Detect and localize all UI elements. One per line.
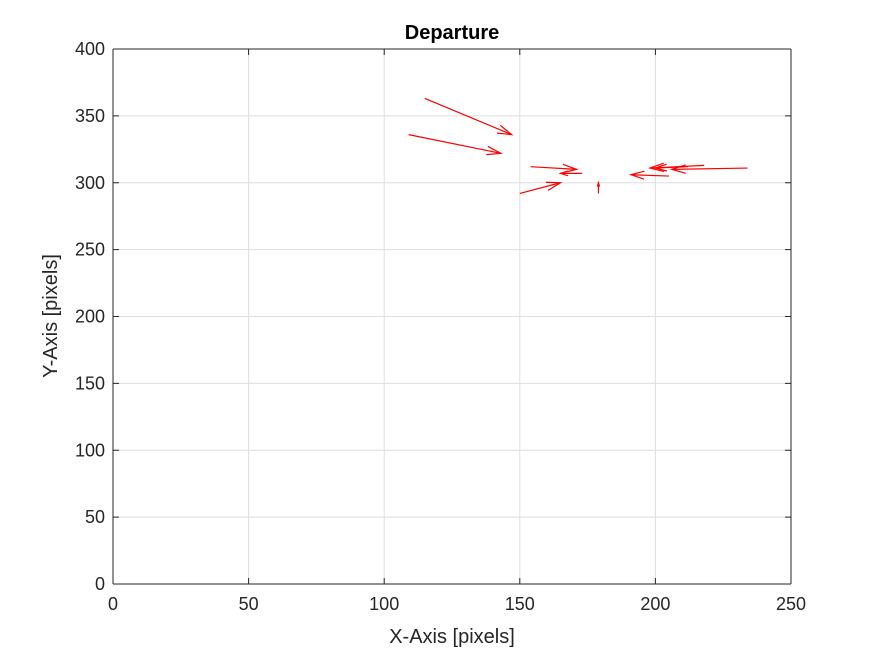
y-tick-label: 50 (85, 507, 105, 527)
chart-title: Departure (405, 22, 499, 44)
vector-head (596, 180, 601, 187)
x-tick-label: 200 (640, 594, 670, 614)
vector-shaft (424, 97, 512, 136)
y-axis-label: Y-Axis [pixels] (40, 254, 62, 378)
vector-arrow (424, 97, 514, 136)
x-axis-label: X-Axis [pixels] (389, 626, 515, 648)
y-tick-label: 0 (95, 574, 105, 594)
vector-head (486, 145, 503, 156)
tick-labels: 0 50 100 150 200 250 0 50 100 150 200 250 300 350 400 (75, 39, 806, 614)
x-tick-label: 250 (776, 594, 806, 614)
x-tick-label: 100 (369, 594, 399, 614)
y-tick-label: 400 (75, 39, 105, 59)
vector-head (628, 170, 645, 180)
vector-arrow (558, 170, 583, 177)
vector-arrow (628, 170, 669, 180)
vector-head (545, 181, 563, 191)
y-tick-label: 200 (75, 307, 105, 327)
vector-arrow (596, 180, 601, 194)
vector-head (497, 124, 514, 136)
vector-arrow (408, 134, 503, 156)
vector-head (558, 170, 569, 177)
vector-arrow (653, 163, 688, 172)
vector-head (647, 162, 665, 173)
vector-head (653, 163, 668, 172)
vector-shaft (519, 182, 561, 195)
x-tick-label: 150 (505, 594, 535, 614)
axes (112, 48, 792, 585)
vector-shaft (630, 174, 669, 177)
y-tick-label: 150 (75, 373, 105, 393)
y-tick-label: 300 (75, 173, 105, 193)
y-tick-label: 100 (75, 440, 105, 460)
y-tick-label: 350 (75, 106, 105, 126)
x-tick-label: 0 (108, 594, 118, 614)
vector-shaft (655, 166, 688, 169)
vector-field (408, 97, 748, 195)
vector-shaft (408, 134, 501, 154)
vector-shaft (530, 166, 577, 170)
vector-arrow (519, 181, 563, 195)
y-tick-label: 250 (75, 240, 105, 260)
vector-shaft (671, 167, 748, 170)
x-tick-label: 50 (239, 594, 259, 614)
